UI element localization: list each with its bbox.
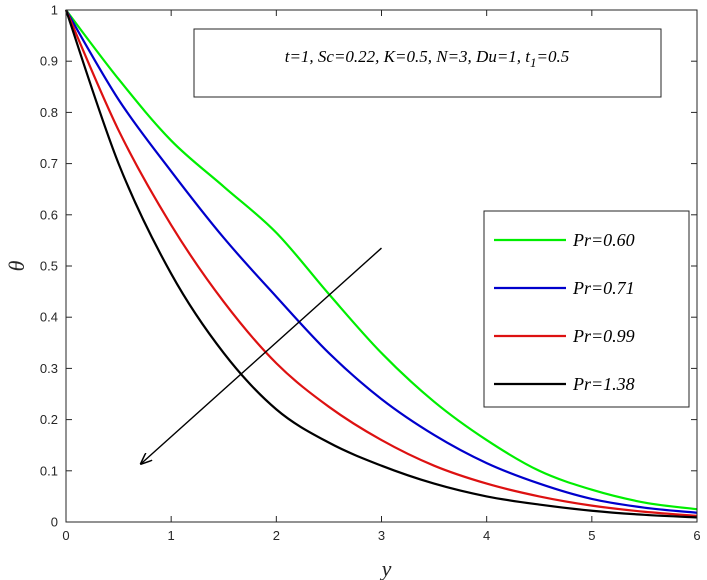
y-tick-label: 0.1: [40, 463, 58, 478]
legend-label-2: Pr=0.71: [572, 278, 635, 298]
legend-label-4: Pr=1.38: [572, 374, 635, 394]
y-tick-label: 0.8: [40, 105, 58, 120]
y-tick-label: 0.9: [40, 54, 58, 69]
x-tick-label: 4: [483, 528, 490, 543]
axis-ticks: 0 1 2 3 4 5 6 0 0.1 0.2 0.3 0.4 0.5 0.6 0.7 0.8 0.9 1: [40, 3, 701, 544]
legend-box: [483, 210, 690, 408]
x-tick-label: 5: [588, 528, 595, 543]
legend: Pr=0.60 Pr=0.71 Pr=0.99 Pr=1.38: [483, 210, 690, 408]
x-tick-label: 2: [273, 528, 280, 543]
x-tick-label: 6: [693, 528, 700, 543]
y-axis-label: θ: [4, 260, 29, 271]
y-tick-label: 1: [51, 3, 58, 18]
y-tick-label: 0.7: [40, 156, 58, 171]
annotation-text: t=1, Sc=0.22, K=0.5, N=3, Du=1, t1=0.5: [285, 47, 570, 70]
x-tick-label: 3: [378, 528, 385, 543]
annotation-subscript: 1: [530, 55, 537, 70]
annotation-part: t=1, Sc=0.22, K=0.5, N=3, Du=1, t: [285, 47, 532, 66]
trend-arrow: [142, 247, 382, 463]
y-tick-label: 0: [51, 515, 58, 530]
annotation-box: [193, 28, 662, 98]
legend-label-1: Pr=0.60: [572, 230, 635, 250]
y-tick-label: 0.3: [40, 361, 58, 376]
y-tick-label: 0.6: [40, 207, 58, 222]
x-tick-label: 1: [168, 528, 175, 543]
series-line-2: [65, 9, 698, 514]
parameter-annotation: t=1, Sc=0.22, K=0.5, N=3, Du=1, t1=0.5: [193, 28, 662, 98]
legend-label-3: Pr=0.99: [572, 326, 635, 346]
x-axis-label: y: [380, 556, 392, 580]
series-line-1: [65, 9, 698, 511]
series-line-4: [64, 9, 698, 519]
y-tick-label: 0.4: [40, 310, 58, 325]
curves: [64, 9, 698, 519]
y-tick-label: 0.5: [40, 259, 58, 274]
series-line-3: [64, 9, 698, 517]
x-tick-label: 0: [62, 528, 69, 543]
annotation-part: =0.5: [537, 47, 570, 66]
trend-arrow-line: [142, 247, 382, 463]
y-tick-label: 0.2: [40, 412, 58, 427]
